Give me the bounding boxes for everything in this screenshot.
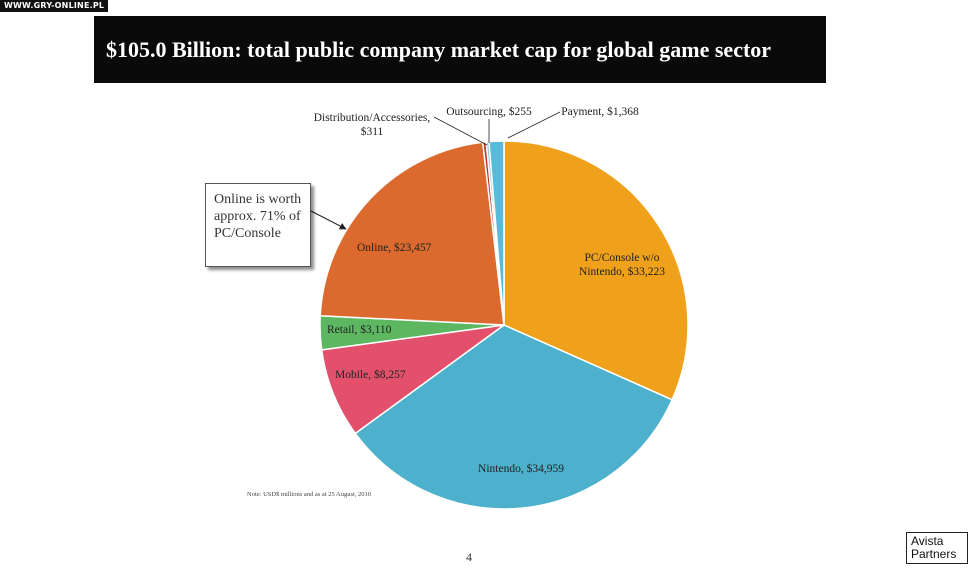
logo-line-2: Partners <box>911 547 957 561</box>
slice-label-distribution: Distribution/Accessories, $311 <box>314 112 431 138</box>
leader-line-payment <box>507 111 561 139</box>
watermark: WWW.GRY-ONLINE.PL <box>0 0 109 12</box>
footnote: Note: USD$ millions and as at 25 August,… <box>247 491 372 498</box>
pie-slice-online <box>319 141 505 326</box>
slice-label-outsourcing: Outsourcing, $255 <box>446 105 532 118</box>
slice-label-online: Online, $23,457 <box>357 241 432 254</box>
slice-label-mobile: Mobile, $8,257 <box>335 368 406 381</box>
online-callout-box: Online is worth approx. 71% of PC/Consol… <box>205 183 311 267</box>
pie-slices <box>319 140 689 510</box>
avista-partners-logo: Avista Partners <box>906 532 968 564</box>
leader-lines <box>433 111 561 146</box>
pie-slice-pc_console <box>503 140 689 401</box>
slice-labels: PC/Console w/o Nintendo, $33,223 Nintendo,… <box>314 105 665 475</box>
callout-arrow <box>310 210 347 230</box>
logo-line-1: Avista <box>911 534 944 548</box>
slice-label-pc_console: PC/Console w/o Nintendo, $33,223 <box>579 252 665 278</box>
pie-slice-mobile <box>320 324 505 435</box>
slide-title: $105.0 Billion: total public company mar… <box>94 16 826 83</box>
leader-line-distribution <box>433 116 488 146</box>
page-number: 4 <box>466 550 472 564</box>
slice-label-nintendo: Nintendo, $34,959 <box>478 462 564 475</box>
pie-slice-nintendo <box>354 324 674 510</box>
slice-label-payment: Payment, $1,368 <box>561 105 639 118</box>
slice-label-retail: Retail, $3,110 <box>327 323 392 336</box>
